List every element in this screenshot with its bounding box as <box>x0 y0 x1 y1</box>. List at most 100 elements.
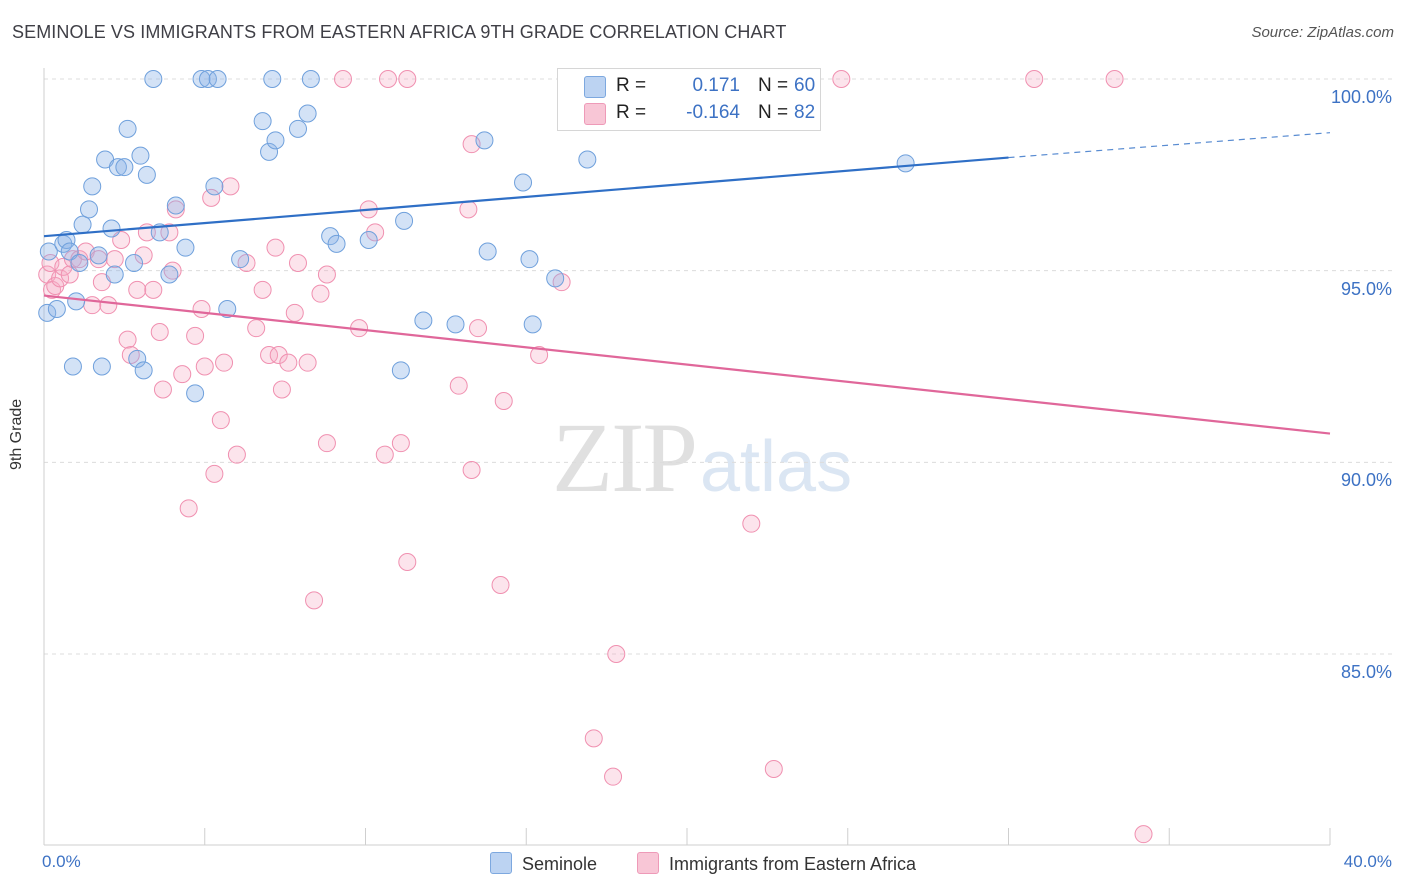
eastern-africa-point <box>379 70 398 88</box>
seminole-trend-extension <box>1008 132 1331 159</box>
eastern-africa-point <box>105 250 124 269</box>
eastern-africa-point <box>195 357 214 376</box>
seminole-point <box>137 165 156 184</box>
watermark-atlas: atlas <box>700 427 853 507</box>
x-tick-label-max: 40.0% <box>1343 852 1392 871</box>
trend-lines <box>43 132 1331 435</box>
seminole-point <box>514 173 533 192</box>
legend-swatch-eastern-africa <box>584 103 606 125</box>
stats-legend: R = 0.171 N = 60 R = -0.164 N = 82 <box>557 68 821 131</box>
eastern-africa-point <box>742 514 761 533</box>
eastern-africa-point <box>764 760 783 778</box>
seminole-point <box>144 70 163 88</box>
seminole-point <box>70 254 89 272</box>
eastern-africa-point <box>1105 70 1124 88</box>
seminole-point <box>359 231 378 249</box>
eastern-africa-point <box>179 499 198 518</box>
eastern-africa-point <box>60 265 79 284</box>
seminole-point <box>125 254 144 272</box>
source-label: Source: ZipAtlas.com <box>1251 24 1394 41</box>
eastern-africa-point <box>311 284 330 303</box>
eastern-africa-point <box>51 269 70 288</box>
eastern-africa-point <box>70 250 89 269</box>
eastern-africa-point <box>260 346 279 364</box>
seminole-point <box>198 70 217 88</box>
seminole-point <box>208 70 227 88</box>
seminole-point <box>192 70 211 88</box>
eastern-africa-point <box>227 445 246 464</box>
seminole-point <box>520 250 539 269</box>
seminole-point <box>131 146 150 165</box>
eastern-africa-point <box>317 434 336 453</box>
eastern-africa-point <box>202 188 221 207</box>
eastern-africa-point <box>288 254 307 272</box>
seminole-point <box>134 361 153 380</box>
eastern-africa-trend-line <box>43 294 1331 435</box>
legend-r-label: R = <box>616 102 647 123</box>
eastern-africa-point <box>266 238 285 257</box>
legend-n-label: N = <box>758 102 789 123</box>
eastern-africa-point <box>366 223 385 242</box>
seminole-point <box>414 311 433 330</box>
eastern-africa-point <box>1134 825 1153 844</box>
eastern-africa-point <box>205 464 224 483</box>
seminole-point <box>92 357 111 376</box>
eastern-africa-point <box>118 330 137 349</box>
eastern-africa-point <box>305 591 324 610</box>
legend-r-value: -0.164 <box>686 102 740 123</box>
eastern-africa-point <box>112 231 131 249</box>
eastern-africa-point <box>89 250 108 269</box>
seminole-point <box>166 196 185 215</box>
seminole-point <box>108 158 127 177</box>
seminole-point <box>266 131 285 150</box>
eastern-africa-point <box>398 553 417 571</box>
eastern-africa-point <box>317 265 336 284</box>
eastern-africa-point <box>285 303 304 322</box>
seminole-point <box>260 142 279 161</box>
eastern-africa-point <box>173 365 192 384</box>
seminole-point <box>263 70 282 88</box>
legend-r-value: 0.171 <box>692 75 740 96</box>
series-legend: Seminole Immigrants from Eastern Africa <box>0 852 1406 878</box>
seminole-point <box>218 300 237 318</box>
seminole-point <box>67 292 86 311</box>
eastern-africa-point <box>253 280 272 299</box>
eastern-africa-point <box>469 319 488 338</box>
seminole-point <box>475 131 494 150</box>
eastern-africa-point <box>247 319 266 338</box>
seminole-point <box>321 227 340 246</box>
legend-r-label: R = <box>616 75 647 96</box>
eastern-africa-point <box>459 200 478 219</box>
seminole-point <box>205 177 224 196</box>
legend-n-value: 60 <box>794 75 816 96</box>
eastern-africa-point <box>1025 70 1044 88</box>
legend-swatch-seminole <box>584 76 606 98</box>
seminole-point <box>298 104 317 123</box>
eastern-africa-point <box>269 346 288 364</box>
watermark-zip: ZIP <box>552 402 698 513</box>
seminole-point <box>395 211 414 230</box>
watermark: ZIPatlas <box>552 400 852 515</box>
seminole-point <box>253 112 272 131</box>
eastern-africa-point <box>279 353 298 372</box>
seminole-point <box>80 200 99 219</box>
seminole-point <box>38 303 57 322</box>
eastern-africa-point <box>333 70 352 88</box>
eastern-africa-point <box>186 326 205 345</box>
seminole-point <box>115 158 134 177</box>
y-tick-label-95: 95.0% <box>1340 278 1392 299</box>
eastern-africa-point <box>211 411 230 430</box>
seminole-point <box>301 70 320 88</box>
seminole-point <box>105 265 124 284</box>
seminole-point <box>446 315 465 334</box>
seminole-point <box>89 246 108 265</box>
seminole-point <box>391 361 410 380</box>
seminole-point <box>63 357 82 376</box>
eastern-africa-point <box>166 200 185 219</box>
eastern-africa-point <box>491 576 510 594</box>
eastern-africa-point <box>375 445 394 464</box>
series-legend-swatch-eastern-africa <box>637 852 659 874</box>
seminole-point <box>118 119 137 138</box>
eastern-africa-point <box>134 246 153 265</box>
